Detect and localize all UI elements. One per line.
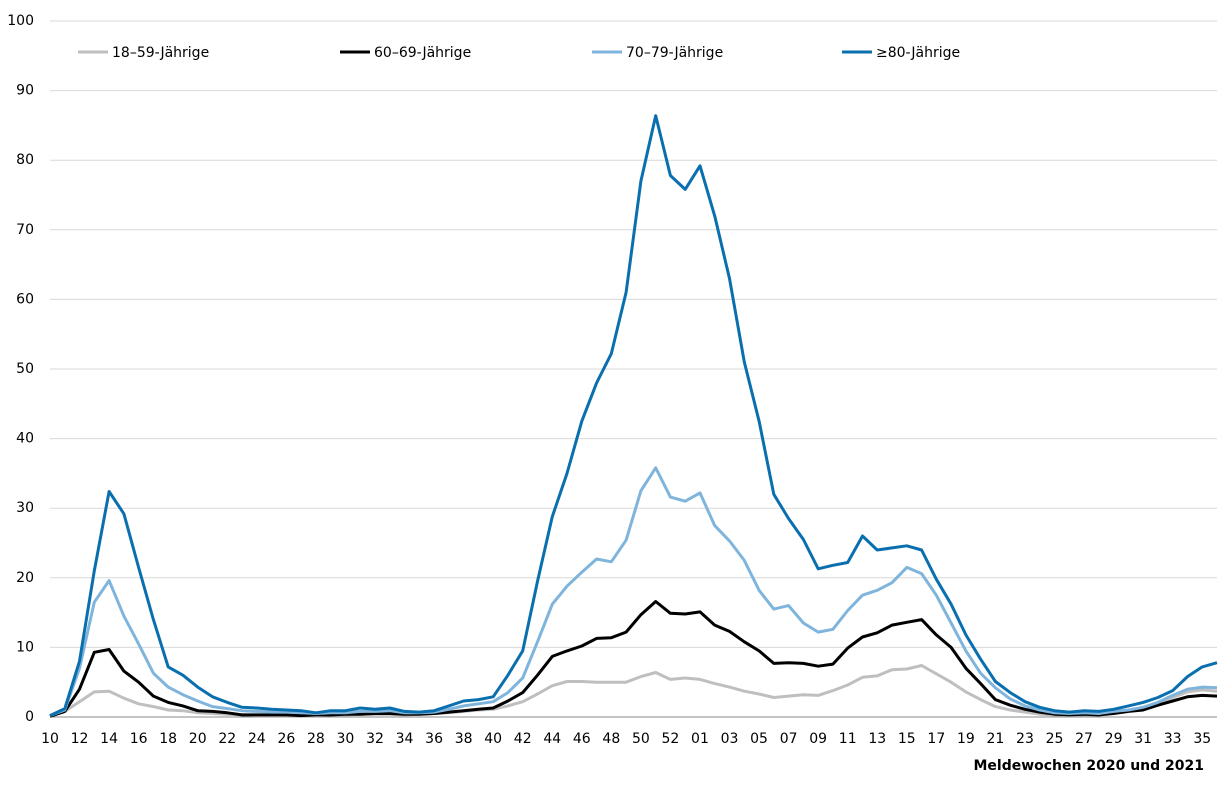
x-tick-label: 42 [514,731,532,747]
x-tick-label: 14 [100,731,118,747]
legend-label: ≥80-Jährige [876,45,960,61]
x-tick-label: 21 [987,731,1005,747]
x-tick-label: 25 [1046,731,1064,747]
x-tick-label: 22 [218,731,236,747]
y-tick-label: 50 [16,361,34,377]
legend-label: 60–69-Jährige [374,45,471,61]
x-tick-label: 27 [1075,731,1093,747]
x-tick-label: 01 [691,731,709,747]
x-tick-label: 09 [809,731,827,747]
x-tick-label: 36 [425,731,443,747]
x-tick-label: 19 [957,731,975,747]
x-tick-label: 10 [41,731,59,747]
x-tick-label: 15 [898,731,916,747]
y-tick-label: 40 [16,431,34,447]
series-line [49,466,1218,718]
x-tick-label: 17 [927,731,945,747]
x-tick-label: 12 [71,731,89,747]
y-tick-label: 10 [16,639,34,655]
x-tick-label: 44 [543,731,561,747]
x-tick-label: 34 [396,731,414,747]
y-tick-label: 0 [25,709,34,725]
x-tick-label: 24 [248,731,266,747]
x-tick-label: 05 [750,731,768,747]
legend-label: 18–59-Jährige [112,45,209,61]
x-tick-label: 13 [868,731,886,747]
x-tick-label: 26 [277,731,295,747]
x-tick-label: 40 [484,731,502,747]
x-tick-label: 38 [455,731,473,747]
series-line [49,600,1218,718]
x-tick-label: 03 [721,731,739,747]
x-tick-label: 16 [130,731,148,747]
x-tick-label: 33 [1164,731,1182,747]
y-tick-label: 30 [16,500,34,516]
x-tick-label: 31 [1134,731,1152,747]
y-tick-label: 100 [7,13,34,29]
x-tick-label: 30 [337,731,355,747]
x-tick-label: 07 [780,731,798,747]
x-tick-label: 20 [189,731,207,747]
x-tick-label: 50 [632,731,650,747]
y-tick-label: 60 [16,291,34,307]
x-tick-label: 48 [602,731,620,747]
x-tick-label: 18 [159,731,177,747]
legend-label: 70–79-Jährige [626,45,723,61]
x-tick-label: 35 [1193,731,1211,747]
x-tick-label: 23 [1016,731,1034,747]
y-tick-label: 80 [16,152,34,168]
x-axis-label: Meldewochen 2020 und 2021 [973,758,1204,774]
x-tick-label: 32 [366,731,384,747]
x-tick-label: 52 [662,731,680,747]
x-tick-label: 28 [307,731,325,747]
series-line [49,114,1218,717]
x-tick-label: 46 [573,731,591,747]
y-tick-label: 70 [16,222,34,238]
y-tick-label: 20 [16,570,34,586]
y-tick-label: 90 [16,83,34,99]
x-tick-label: 11 [839,731,857,747]
x-tick-label: 29 [1105,731,1123,747]
